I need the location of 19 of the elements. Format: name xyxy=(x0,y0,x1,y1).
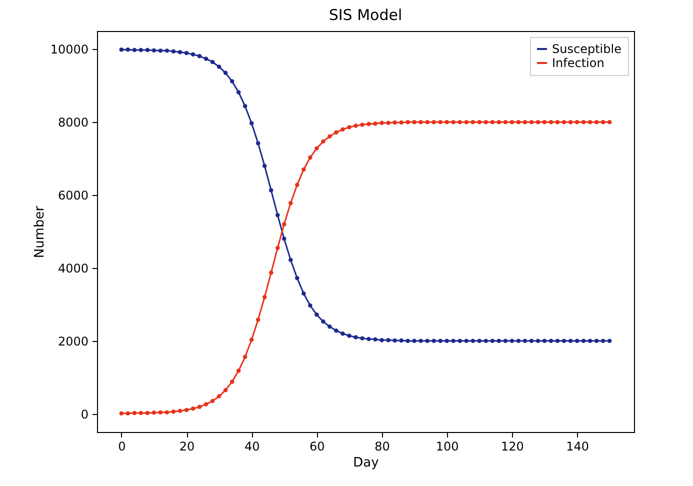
x-axis-title: Day xyxy=(353,456,380,470)
y-tick-label: 10000 xyxy=(50,42,88,57)
x-tick-label: 140 xyxy=(566,440,589,454)
y-tick-label: 0 xyxy=(80,407,88,422)
x-tick-label: 120 xyxy=(501,440,524,454)
x-tick-label: 100 xyxy=(436,440,459,454)
x-tick-label: 80 xyxy=(374,440,390,454)
x-tick-label: 60 xyxy=(310,440,325,454)
y-tick-label: 4000 xyxy=(58,261,88,276)
y-tick-label: 8000 xyxy=(58,116,88,130)
x-tick-label: 0 xyxy=(118,440,126,454)
y-axis-title: Number xyxy=(32,205,48,258)
x-tick-label: 40 xyxy=(244,440,260,454)
x-tick-label: 20 xyxy=(179,440,195,454)
legend-label: Susceptible xyxy=(552,42,622,56)
chart-title: SIS Model xyxy=(328,6,402,24)
y-tick-label: 2000 xyxy=(58,334,88,348)
y-tick-label: 6000 xyxy=(58,188,88,203)
legend-label: Infection xyxy=(552,56,604,70)
